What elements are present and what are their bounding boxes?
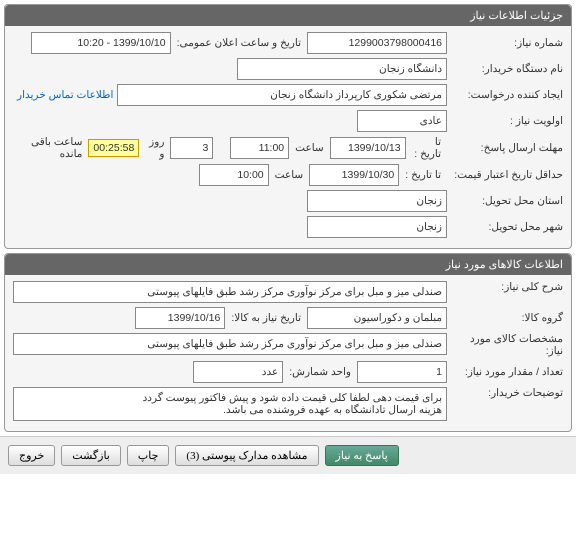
- qty-label: تعداد / مقدار مورد نیاز:: [447, 366, 563, 378]
- priority-value: عادی: [357, 110, 447, 132]
- creator-value: مرتضی شکوری کارپرداز دانشگاه زنجان: [117, 84, 447, 106]
- goods-panel: اطلاعات کالاهای مورد نیاز شرح کلی نیاز: …: [4, 253, 572, 432]
- validity-label: حداقل تاریخ اعتبار قیمت:: [447, 169, 563, 181]
- row-creator: ایجاد کننده درخواست: مرتضی شکوری کارپردا…: [13, 84, 563, 106]
- exit-button[interactable]: خروج: [8, 445, 55, 466]
- need-details-panel: جزئیات اطلاعات نیاز شماره نیاز: 12990037…: [4, 4, 572, 249]
- row-delivery-province: استان محل تحویل: زنجان: [13, 190, 563, 212]
- deadline-days-label: روز و: [139, 136, 170, 160]
- deadline-days: 3: [170, 137, 213, 159]
- deadline-label: مهلت ارسال پاسخ:: [447, 142, 563, 154]
- goods-panel-body: شرح کلی نیاز: صندلی میز و مبل برای مرکز …: [5, 275, 571, 431]
- row-note: توضیحات خریدار: برای قیمت دهی لطفا کلی ق…: [13, 387, 563, 421]
- row-delivery-city: شهر محل تحویل: زنجان: [13, 216, 563, 238]
- panel-title: جزئیات اطلاعات نیاز: [5, 5, 571, 26]
- respond-button[interactable]: پاسخ به نیاز: [325, 445, 399, 466]
- row-org: نام دستگاه خریدار: دانشگاه زنجان: [13, 58, 563, 80]
- validity-date: 1399/10/30: [309, 164, 399, 186]
- deadline-until-label: تا تاریخ :: [406, 136, 447, 160]
- spec-value: صندلی میز و مبل برای مرکز نوآوری مرکز رش…: [13, 333, 447, 355]
- print-button[interactable]: چاپ: [127, 445, 170, 466]
- note-label: توضیحات خریدار:: [447, 387, 563, 399]
- need-number-value: 1299003798000416: [307, 32, 447, 54]
- validity-until-label: تا تاریخ :: [399, 169, 447, 181]
- need-number-label: شماره نیاز:: [447, 37, 563, 49]
- delivery-province-value: زنجان: [307, 190, 447, 212]
- deadline-time-label: ساعت: [289, 142, 330, 154]
- qty-unit-label: واحد شمارش:: [283, 366, 357, 378]
- attachments-button[interactable]: مشاهده مدارک پیوستی (3): [175, 445, 318, 466]
- contact-link[interactable]: اطلاعات تماس خریدار: [13, 89, 117, 101]
- panel-body: شماره نیاز: 1299003798000416 تاریخ و ساع…: [5, 26, 571, 248]
- desc-label: شرح کلی نیاز:: [447, 281, 563, 293]
- group-date: 1399/10/16: [135, 307, 225, 329]
- row-validity: حداقل تاریخ اعتبار قیمت: تا تاریخ : 1399…: [13, 164, 563, 186]
- qty-unit: عدد: [193, 361, 283, 383]
- desc-value: صندلی میز و مبل برای مرکز نوآوری مرکز رش…: [13, 281, 447, 303]
- creator-label: ایجاد کننده درخواست:: [447, 89, 563, 101]
- delivery-province-label: استان محل تحویل:: [447, 195, 563, 207]
- delivery-city-label: شهر محل تحویل:: [447, 221, 563, 233]
- spec-label: مشخصات کالای مورد نیاز:: [447, 333, 563, 357]
- deadline-date: 1399/10/13: [330, 137, 406, 159]
- deadline-remain-label: ساعت باقی مانده: [13, 136, 88, 160]
- deadline-time: 11:00: [230, 137, 289, 159]
- deadline-counter: 00:25:58: [88, 139, 139, 157]
- row-deadline: مهلت ارسال پاسخ: تا تاریخ : 1399/10/13 س…: [13, 136, 563, 160]
- row-desc: شرح کلی نیاز: صندلی میز و مبل برای مرکز …: [13, 281, 563, 303]
- row-need-number: شماره نیاز: 1299003798000416 تاریخ و ساع…: [13, 32, 563, 54]
- note-value: برای قیمت دهی لطفا کلی قیمت داده شود و پ…: [13, 387, 447, 421]
- row-group: گروه کالا: مبلمان و دکوراسیون تاریخ نیاز…: [13, 307, 563, 329]
- button-bar: پاسخ به نیاز مشاهده مدارک پیوستی (3) چاپ…: [0, 436, 576, 474]
- back-button[interactable]: بازگشت: [61, 445, 121, 466]
- row-priority: اولویت نیاز : عادی: [13, 110, 563, 132]
- org-label: نام دستگاه خریدار:: [447, 63, 563, 75]
- qty-value: 1: [357, 361, 447, 383]
- validity-time-label: ساعت: [269, 169, 310, 181]
- group-value: مبلمان و دکوراسیون: [307, 307, 447, 329]
- priority-label: اولویت نیاز :: [447, 115, 563, 127]
- row-qty: تعداد / مقدار مورد نیاز: 1 واحد شمارش: ع…: [13, 361, 563, 383]
- goods-panel-title: اطلاعات کالاهای مورد نیاز: [5, 254, 571, 275]
- row-spec: مشخصات کالای مورد نیاز: صندلی میز و مبل …: [13, 333, 563, 357]
- group-date-label: تاریخ نیاز به کالا:: [225, 312, 307, 324]
- org-value: دانشگاه زنجان: [237, 58, 447, 80]
- announce-label: تاریخ و ساعت اعلان عمومی:: [171, 37, 307, 49]
- group-label: گروه کالا:: [447, 312, 563, 324]
- announce-value: 1399/10/10 - 10:20: [31, 32, 171, 54]
- validity-time: 10:00: [199, 164, 269, 186]
- delivery-city-value: زنجان: [307, 216, 447, 238]
